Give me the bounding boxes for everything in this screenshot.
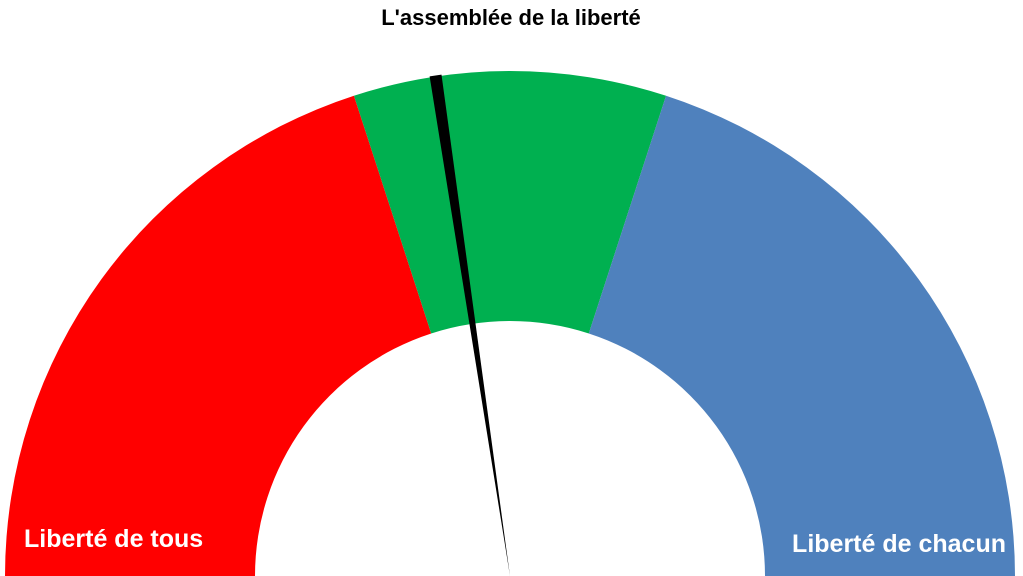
gauge-needle	[429, 74, 510, 576]
gauge-segment-liberte-de-tous	[5, 95, 432, 576]
label-liberte-de-tous: Liberté de tous	[24, 525, 203, 553]
gauge-segment-liberte-de-chacun	[588, 95, 1015, 576]
gauge-needle-layer	[429, 74, 510, 576]
label-liberte-de-chacun: Liberté de chacun	[792, 530, 1006, 558]
gauge-segment-center	[353, 71, 667, 334]
chart-title: L'assemblée de la liberté	[381, 5, 641, 30]
gauge-segments	[5, 71, 1015, 576]
